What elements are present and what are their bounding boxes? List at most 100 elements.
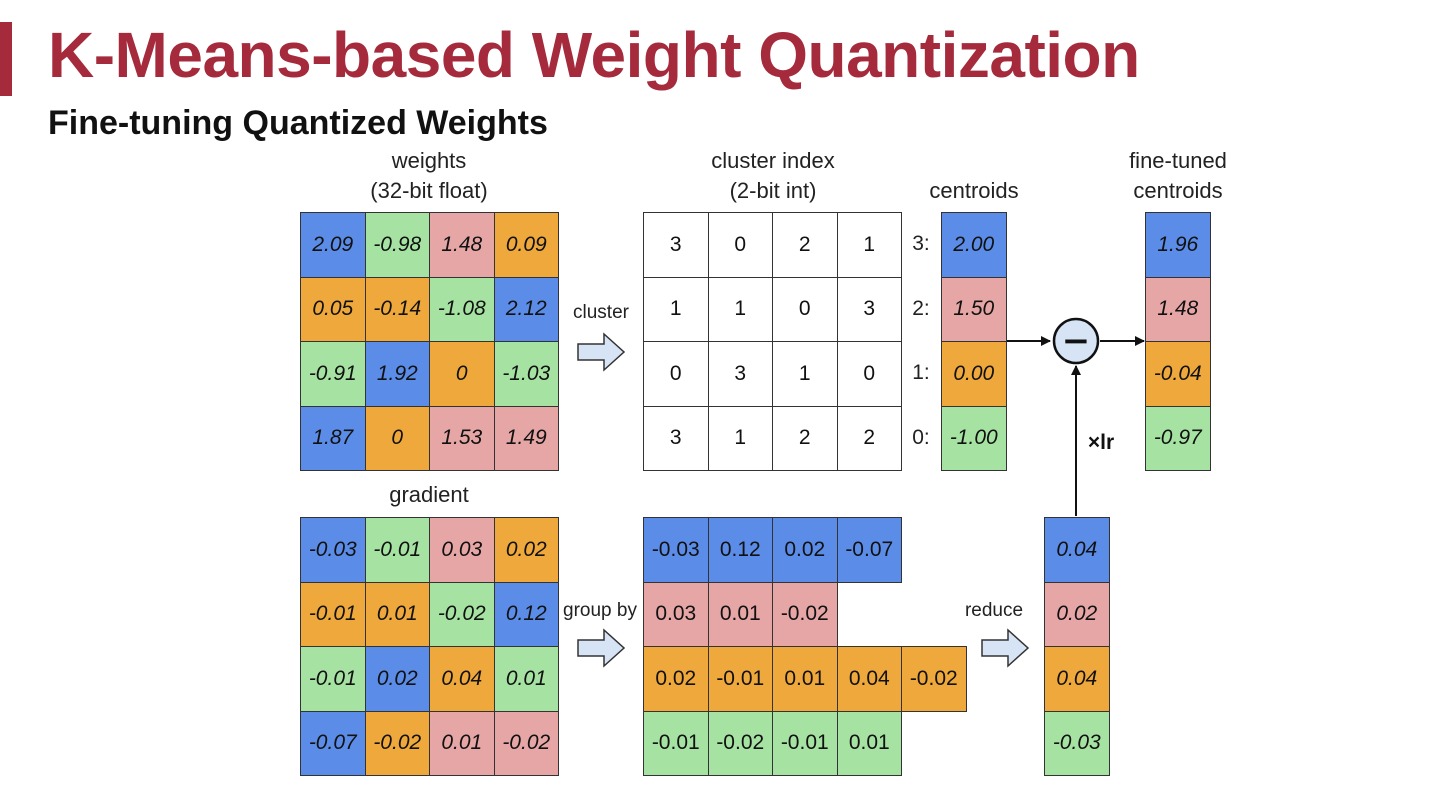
- reduced-gradient-cell: 0.04: [1044, 646, 1110, 712]
- gradient-cell: -0.02: [429, 581, 495, 647]
- grouped-gradient-cell: -0.02: [707, 710, 773, 776]
- weight-cell: 1.92: [364, 341, 430, 407]
- grouped-gradient-cell: -0.03: [643, 517, 709, 583]
- cluster-index-cell: 3: [643, 212, 709, 278]
- cluster-index-cell: 0: [836, 341, 902, 407]
- grouped-gradient-cell: 0.02: [643, 646, 709, 712]
- finetuned-centroid-cell: -0.97: [1145, 405, 1211, 471]
- slide-subtitle: Fine-tuning Quantized Weights: [48, 104, 548, 142]
- grouped-gradient-cell: 0.02: [772, 517, 838, 583]
- cluster-index-cell: 1: [707, 276, 773, 342]
- groupby-block-arrow: [577, 628, 626, 668]
- centroid-cell: -1.00: [941, 405, 1007, 471]
- cluster-index-cell: 2: [772, 405, 838, 471]
- cluster-index-cell: 1: [772, 341, 838, 407]
- cluster-index-cell: 0: [707, 212, 773, 278]
- grouped-gradient-cell: 0.01: [707, 581, 773, 647]
- grouped-gradient-cell: -0.01: [707, 646, 773, 712]
- weight-cell: -0.14: [364, 276, 430, 342]
- weight-cell: 1.48: [429, 212, 495, 278]
- gradient-cell: 0.02: [493, 517, 559, 583]
- reduced-gradient-cell: 0.02: [1044, 581, 1110, 647]
- weight-cell: 1.53: [429, 405, 495, 471]
- gradient-cell: 0.12: [493, 581, 559, 647]
- centroid-index-label: 2:: [912, 296, 930, 320]
- grouped-gradient-cell: -0.02: [772, 581, 838, 647]
- cluster-index-cell: 0: [772, 276, 838, 342]
- cluster-index-label: cluster index (2-bit int): [643, 146, 903, 206]
- cluster-index-cell: 3: [707, 341, 773, 407]
- finetuned-label: fine-tuned centroids: [1108, 146, 1248, 206]
- gradient-cell: 0.02: [364, 646, 430, 712]
- reduce-block-arrow: [981, 628, 1030, 668]
- grouped-gradient-cell: -0.02: [901, 646, 967, 712]
- weight-cell: 0: [364, 405, 430, 471]
- weights-label-line2: (32-bit float): [370, 178, 488, 203]
- grouped-gradient-cell: -0.07: [836, 517, 902, 583]
- weight-cell: 0.09: [493, 212, 559, 278]
- cluster-index-label-line2: (2-bit int): [729, 178, 817, 203]
- gradient-cell: 0.01: [364, 581, 430, 647]
- gradient-cell: 0.01: [429, 710, 495, 776]
- cluster-index-label-line1: cluster index: [711, 148, 835, 173]
- gradient-cell: -0.01: [364, 517, 430, 583]
- finetuned-centroid-cell: 1.48: [1145, 276, 1211, 342]
- weight-cell: -1.03: [493, 341, 559, 407]
- weights-label-line1: weights: [391, 148, 467, 173]
- weight-cell: 2.12: [493, 276, 559, 342]
- cluster-index-cell: 1: [836, 212, 902, 278]
- gradient-cell: 0.01: [493, 646, 559, 712]
- weight-cell: -1.08: [429, 276, 495, 342]
- grouped-gradient-cell: 0.01: [836, 710, 902, 776]
- centroids-label: centroids: [929, 178, 1019, 203]
- cluster-index-cell: 3: [643, 405, 709, 471]
- centroid-index-label: 1:: [912, 361, 930, 384]
- grouped-gradient-cell: -0.01: [772, 710, 838, 776]
- finetuned-centroid-cell: 1.96: [1145, 212, 1211, 278]
- cluster-index-cell: 1: [643, 276, 709, 342]
- minus-circle: [1052, 317, 1100, 365]
- gradient-cell: -0.02: [493, 710, 559, 776]
- xlr-label: ×lr: [1088, 431, 1114, 454]
- weights-label: weights (32-bit float): [300, 146, 558, 206]
- minus-sign: −: [1062, 321, 1091, 361]
- finetuned-label-line1: fine-tuned: [1129, 148, 1227, 173]
- reduced-gradient-cell: 0.04: [1044, 517, 1110, 583]
- grouped-gradient-cell: 0.01: [772, 646, 838, 712]
- groupby-arrow-label: group by: [563, 600, 637, 621]
- weight-cell: 2.09: [300, 212, 366, 278]
- cluster-index-cell: 3: [836, 276, 902, 342]
- weight-cell: -0.91: [300, 341, 366, 407]
- accent-bar: [0, 22, 12, 96]
- cluster-index-cell: 2: [772, 212, 838, 278]
- grouped-gradient-cell: 0.04: [836, 646, 902, 712]
- gradient-cell: 0.03: [429, 517, 495, 583]
- grouped-gradient-cell: -0.01: [643, 710, 709, 776]
- centroid-cell: 2.00: [941, 212, 1007, 278]
- gradient-cell: -0.02: [364, 710, 430, 776]
- finetuned-label-line2: centroids: [1133, 178, 1223, 203]
- slide-title: K-Means-based Weight Quantization: [48, 19, 1140, 91]
- gradient-label: gradient: [389, 482, 469, 507]
- centroid-cell: 0.00: [941, 341, 1007, 407]
- gradient-cell: -0.07: [300, 710, 366, 776]
- weight-cell: 0: [429, 341, 495, 407]
- weight-cell: 1.87: [300, 405, 366, 471]
- weight-cell: 1.49: [493, 405, 559, 471]
- cluster-index-cell: 1: [707, 405, 773, 471]
- cluster-index-cell: 0: [643, 341, 709, 407]
- gradient-cell: 0.04: [429, 646, 495, 712]
- weight-cell: -0.98: [364, 212, 430, 278]
- cluster-arrow-label: cluster: [573, 302, 629, 323]
- centroid-index-label: 0:: [912, 425, 930, 449]
- cluster-index-cell: 2: [836, 405, 902, 471]
- gradient-cell: -0.01: [300, 646, 366, 712]
- gradient-cell: -0.01: [300, 581, 366, 647]
- grouped-gradient-cell: 0.12: [707, 517, 773, 583]
- centroid-cell: 1.50: [941, 276, 1007, 342]
- centroid-index-label: 3:: [912, 232, 930, 255]
- reduced-gradient-cell: -0.03: [1044, 710, 1110, 776]
- weight-cell: 0.05: [300, 276, 366, 342]
- gradient-cell: -0.03: [300, 517, 366, 583]
